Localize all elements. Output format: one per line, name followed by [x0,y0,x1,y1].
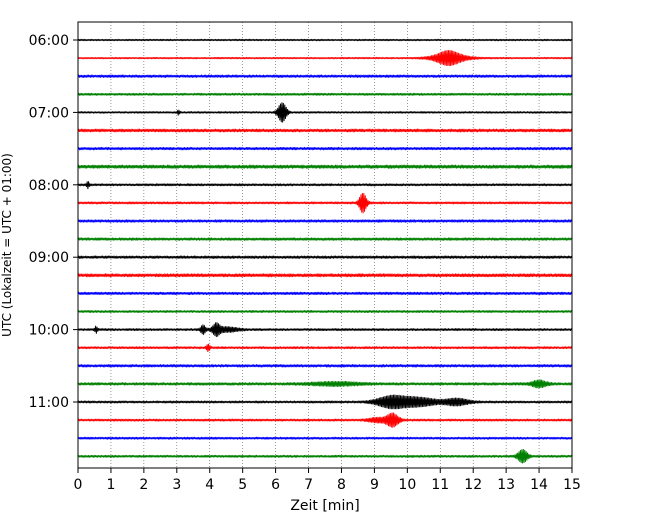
trace-1145 [77,449,573,464]
trace-0815 [77,192,573,214]
trace-1030 [77,364,573,368]
x-tick-label-10: 10 [398,477,416,493]
y-tick-label-1: 07:00 [29,105,69,121]
x-tick-label-8: 8 [337,477,346,493]
trace-0645 [77,92,573,96]
x-tick-label-3: 3 [172,477,181,493]
seismic-traces [77,38,573,464]
y-axis-label: UTC (Lokalzeit = UTC + 01:00) [0,153,14,337]
x-tick-label-12: 12 [464,477,482,493]
x-tick-label-9: 9 [370,477,379,493]
x-axis-ticks: 0 1 2 3 4 5 6 7 8 9 10 11 12 13 14 15 [74,468,581,493]
x-tick-label-7: 7 [304,477,313,493]
x-tick-label-6: 6 [271,477,280,493]
trace-0730 [77,146,573,151]
trace-0745 [77,164,573,169]
trace-1130 [77,436,573,440]
x-tick-label-11: 11 [431,477,449,493]
x-tick-label-0: 0 [74,477,83,493]
grid-lines [110,22,540,468]
trace-0630 [77,74,573,78]
trace-1045 [77,379,573,389]
trace-0915 [77,273,573,278]
y-tick-label-5: 11:00 [29,395,69,411]
y-tick-label-0: 06:00 [29,33,69,49]
trace-0615 [77,49,573,67]
plot-frame [77,21,573,469]
trace-0900 [77,255,573,259]
x-tick-label-15: 15 [563,477,581,493]
x-tick-label-14: 14 [530,477,548,493]
trace-0715 [77,128,573,133]
trace-0700 [77,102,573,123]
x-tick-label-1: 1 [106,477,115,493]
trace-0800 [77,181,573,190]
y-tick-label-4: 10:00 [29,323,69,339]
x-tick-label-13: 13 [497,477,515,493]
trace-1100 [77,394,573,410]
y-tick-label-2: 08:00 [29,178,69,194]
x-tick-label-4: 4 [205,477,214,493]
x-axis-label: Zeit [min] [290,498,359,514]
trace-0830 [77,219,573,223]
trace-1115 [77,412,573,428]
x-tick-label-5: 5 [238,477,247,493]
trace-1000 [77,322,573,338]
trace-0945 [77,310,573,313]
x-tick-label-2: 2 [139,477,148,493]
trace-0930 [77,291,573,296]
y-axis-ticks: 06:00 07:00 08:00 09:00 10:00 11:00 [29,33,78,411]
trace-0600 [77,38,573,42]
trace-1015 [77,343,573,353]
trace-0845 [77,237,573,241]
y-tick-label-3: 09:00 [29,250,69,266]
